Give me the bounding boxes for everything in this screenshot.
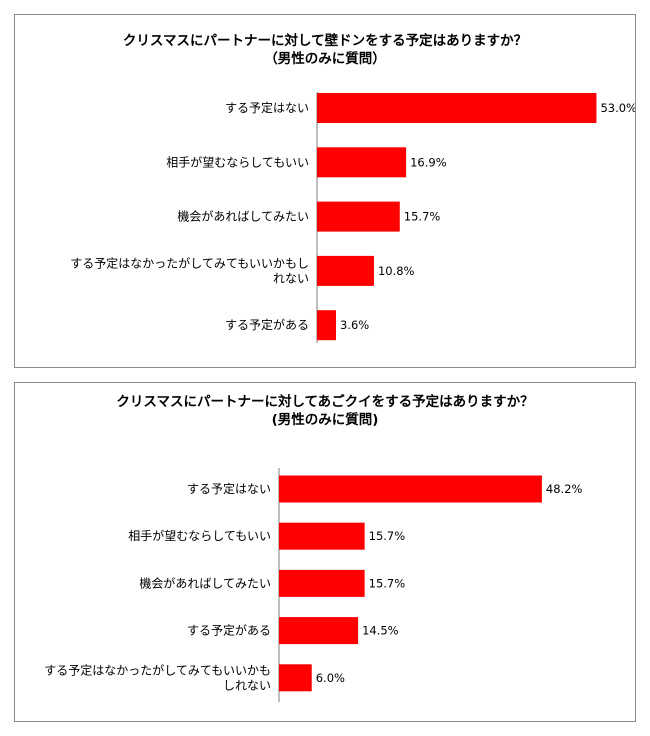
- category-label-2: 相手が望むならしてもいい: [128, 528, 271, 543]
- kabedon-chart-svg: クリスマスにパートナーに対して壁ドンをする予定はありますか？ （男性のみに質問）…: [70, 32, 635, 343]
- value-label-5: 6.0%: [316, 671, 345, 685]
- bar-4: [317, 255, 374, 286]
- bar-1: [317, 93, 597, 123]
- bar-2: [317, 147, 407, 178]
- chart-title: クリスマスにパートナーに対して壁ドンをする予定はありますか？: [123, 32, 527, 49]
- category-label-1: する予定はない: [187, 481, 271, 496]
- chart-panel-kabedon: クリスマスにパートナーに対して壁ドンをする予定はありますか？ （男性のみに質問）…: [14, 14, 636, 368]
- category-label-4: する予定がある: [187, 623, 271, 638]
- chart-subtitle: (男性のみに質問): [272, 411, 379, 428]
- bar-3: [279, 569, 365, 597]
- chart-subtitle: （男性のみに質問）: [264, 50, 386, 67]
- category-label-5: する予定がある: [225, 317, 309, 332]
- value-label-2: 15.7%: [369, 529, 406, 543]
- value-label-1: 53.0%: [600, 101, 635, 115]
- value-label-4: 10.8%: [378, 264, 415, 278]
- value-label-1: 48.2%: [546, 482, 583, 496]
- bar-5: [279, 664, 312, 692]
- value-label-4: 14.5%: [362, 624, 399, 638]
- category-label-4: する予定はなかったがしてみてもいいかもしれない: [70, 255, 309, 285]
- bar-4: [279, 617, 359, 645]
- category-label-1: する予定はない: [225, 100, 309, 115]
- value-label-3: 15.7%: [404, 210, 441, 224]
- value-label-5: 3.6%: [340, 318, 369, 332]
- chart-title: クリスマスにパートナーに対してあごクイをする予定はありますか？: [116, 393, 533, 410]
- category-label-5: する予定はなかったがしてみてもいいかもしれない: [44, 662, 271, 692]
- bar-5: [317, 310, 336, 341]
- agokui-chart-svg: クリスマスにパートナーに対してあごクイをする予定はありますか？ (男性のみに質問…: [44, 393, 583, 702]
- chart-panel-agokui: クリスマスにパートナーに対してあごクイをする予定はありますか？ (男性のみに質問…: [14, 382, 636, 722]
- value-label-3: 15.7%: [369, 576, 406, 590]
- category-label-3: 機会があればしてみたい: [177, 209, 309, 224]
- bar-3: [317, 201, 400, 232]
- value-label-2: 16.9%: [410, 155, 447, 169]
- category-label-3: 機会があればしてみたい: [139, 575, 271, 590]
- category-label-2: 相手が望むならしてもいい: [166, 154, 309, 169]
- bar-2: [279, 522, 365, 550]
- bar-1: [279, 475, 542, 503]
